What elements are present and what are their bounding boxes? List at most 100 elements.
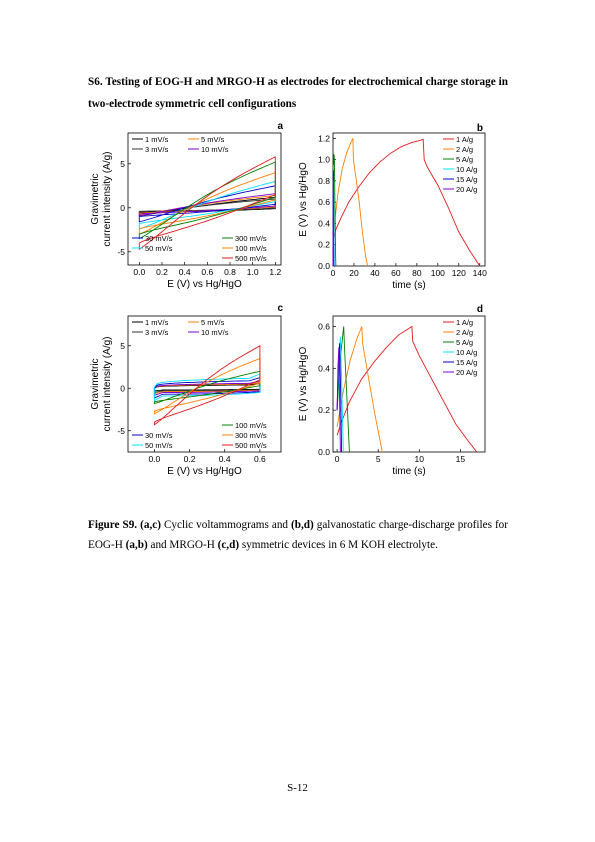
x-tick-label-d-2: 10 [415,454,425,464]
legend-label-b-5: 20 A/g [456,185,477,194]
legend-label-c-bot-2-1: 500 mV/s [235,441,267,450]
legend-label-c-bot-2-0: 50 mV/s [145,441,173,450]
legend-label-c-top-1-0: 3 mV/s [145,328,169,337]
cv-curve-c-6 [153,370,261,405]
x-tick-label-d-1: 5 [376,454,381,464]
cv-curve-c-7 [153,357,261,415]
x-tick-label-b-2: 40 [370,268,380,278]
x-tick-label-b-6: 120 [452,268,466,278]
gcd-curve-b-0 [332,138,481,267]
legend-label-c-top-1-1: 10 mV/s [201,328,229,337]
cv-curve-a-4 [138,185,276,223]
section-heading: S6. Testing of EOG-H and MRGO-H as elect… [88,76,508,110]
panel-letter-a: a [277,121,283,132]
cv-curve-a-7 [138,161,276,240]
x-tick-label-a-5: 1.0 [247,267,259,277]
cv-curve-c-8 [153,345,261,426]
gcd-curve-b-1 [332,138,369,267]
figure-label: Figure S9. [88,519,138,531]
chart-panel-c: 0.0 0.2 0.4 0.6 -5 0 5 E (V) vs Hg/HgO Gravimetr… [90,315,282,477]
figure-caption: Figure S9. (a,c) Cyclic voltammograms an… [88,515,508,555]
panel-letter-d: d [477,304,483,315]
y-tick-label-b-5: 1.0 [318,155,330,165]
cv-curve-a-8 [138,156,276,251]
legend-label-d-3: 10 A/g [456,348,477,357]
x-axis-label-b: time (s) [392,280,425,291]
x-tick-label-b-3: 60 [391,268,401,278]
caption-run-5: (a,b) [125,539,148,551]
y-tick-label-d-0: 0.0 [318,447,330,457]
x-tick-label-d-0: 0 [335,454,340,464]
figure-s9: a b c d 0.0 0.2 0.4 0.6 0.8 1.0 1.2 -5 0 5 E (V) v… [90,121,487,477]
x-tick-label-a-2: 0.4 [179,267,191,277]
x-tick-label-b-5: 100 [431,268,445,278]
legend-label-d-0: 1 A/g [456,318,473,327]
x-tick-label-b-1: 20 [349,268,359,278]
legend-label-c-top-0-1: 5 mV/s [201,318,225,327]
x-axis-label-c: E (V) vs Hg/HgO [167,466,242,477]
legend-label-a-top-1-0: 3 mV/s [145,145,169,154]
y-tick-label-a-1: 0 [120,203,125,213]
y-axis-label-c-line2: current intensity (A/g) [102,336,113,431]
legend-label-a-bot-1-1: 100 mV/s [235,244,267,253]
y-tick-label-d-2: 0.4 [318,363,330,373]
panel-letter-c: c [277,303,283,314]
x-tick-label-b-7: 140 [473,268,487,278]
legend-label-a-bot-1-0: 50 mV/s [145,244,173,253]
legend-label-a-bot-0-1: 300 mV/s [235,234,267,243]
chart-panel-b: 0 20 40 60 80 100 120 140 0.0 0.2 0.4 0.6 0.8 1.0 1.2 t… [298,132,487,291]
legend-label-b-1: 2 A/g [456,145,473,154]
x-tick-label-a-4: 0.8 [224,267,236,277]
y-axis-label-a-line2: current intensity (A/g) [102,151,113,246]
x-tick-label-b-0: 0 [331,268,336,278]
legend-label-d-4: 15 A/g [456,358,477,367]
y-axis-label-b: E (V) vs Hg/HgO [298,162,309,237]
chart-panel-a: 0.0 0.2 0.4 0.6 0.8 1.0 1.2 -5 0 5 E (V) vs Hg/HgO… [90,132,282,290]
legend-label-b-2: 5 A/g [456,155,473,164]
caption-run-6: and MRGO-H [147,539,218,551]
legend-label-a-bot-0-0: 30 mV/s [145,234,173,243]
legend-label-d-5: 20 A/g [456,368,477,377]
caption-run-2: Cyclic voltammograms and [160,519,292,531]
legend-label-a-top-0-1: 5 mV/s [201,135,225,144]
gcd-curve-d-0 [336,325,478,453]
x-tick-label-a-6: 1.2 [269,267,281,277]
y-axis-label-a-line1: Gravimetric [90,173,101,224]
legend-label-c-bot-1-1: 300 mV/s [235,431,267,440]
x-tick-label-c-3: 0.6 [254,454,266,464]
gcd-curve-d-5 [336,347,341,453]
y-axis-label-c-line1: Gravimetric [90,358,101,409]
plot-frame-a [127,132,282,266]
gcd-curve-b-5 [332,180,335,267]
y-tick-label-b-3: 0.6 [318,197,330,207]
legend-label-c-bot-1-0: 30 mV/s [145,431,173,440]
legend-label-d-2: 5 A/g [456,338,473,347]
x-axis-label-d: time (s) [392,466,425,477]
page-number: S-12 [287,782,308,794]
legend-label-c-bot-0-1: 100 mV/s [235,421,267,430]
y-axis-label-d: E (V) vs Hg/HgO [298,347,309,422]
x-tick-label-d-3: 15 [456,454,466,464]
chart-panel-d: 0 5 10 15 0.0 0.2 0.4 0.6 time (s) E (V) vs Hg/Hg… [298,315,486,477]
caption-run-3: (b,d) [291,519,314,531]
y-tick-label-a-2: 5 [120,159,125,169]
x-tick-label-c-0: 0.0 [148,454,160,464]
caption-run-7: (c,d) [217,539,240,551]
y-tick-label-c-1: 0 [120,383,125,393]
caption-text: (a,c) Cyclic voltammograms and (b,d) gal… [88,519,508,551]
y-tick-label-b-0: 0.0 [318,261,330,271]
x-tick-label-a-1: 0.2 [156,267,168,277]
caption-run-1: (a,c) [140,519,161,531]
legend-label-b-3: 10 A/g [456,165,477,174]
legend-label-b-0: 1 A/g [456,135,473,144]
legend-label-c-top-0-0: 1 mV/s [145,318,169,327]
x-tick-label-b-4: 80 [412,268,422,278]
gcd-curve-d-1 [336,326,383,453]
legend-label-d-1: 2 A/g [456,328,473,337]
y-tick-label-d-1: 0.2 [318,405,330,415]
legend-label-a-top-1-1: 10 mV/s [201,145,229,154]
x-tick-label-a-3: 0.6 [201,267,213,277]
plot-frame-d [332,315,486,453]
y-tick-label-b-4: 0.8 [318,176,330,186]
y-tick-label-c-2: 5 [120,341,125,351]
